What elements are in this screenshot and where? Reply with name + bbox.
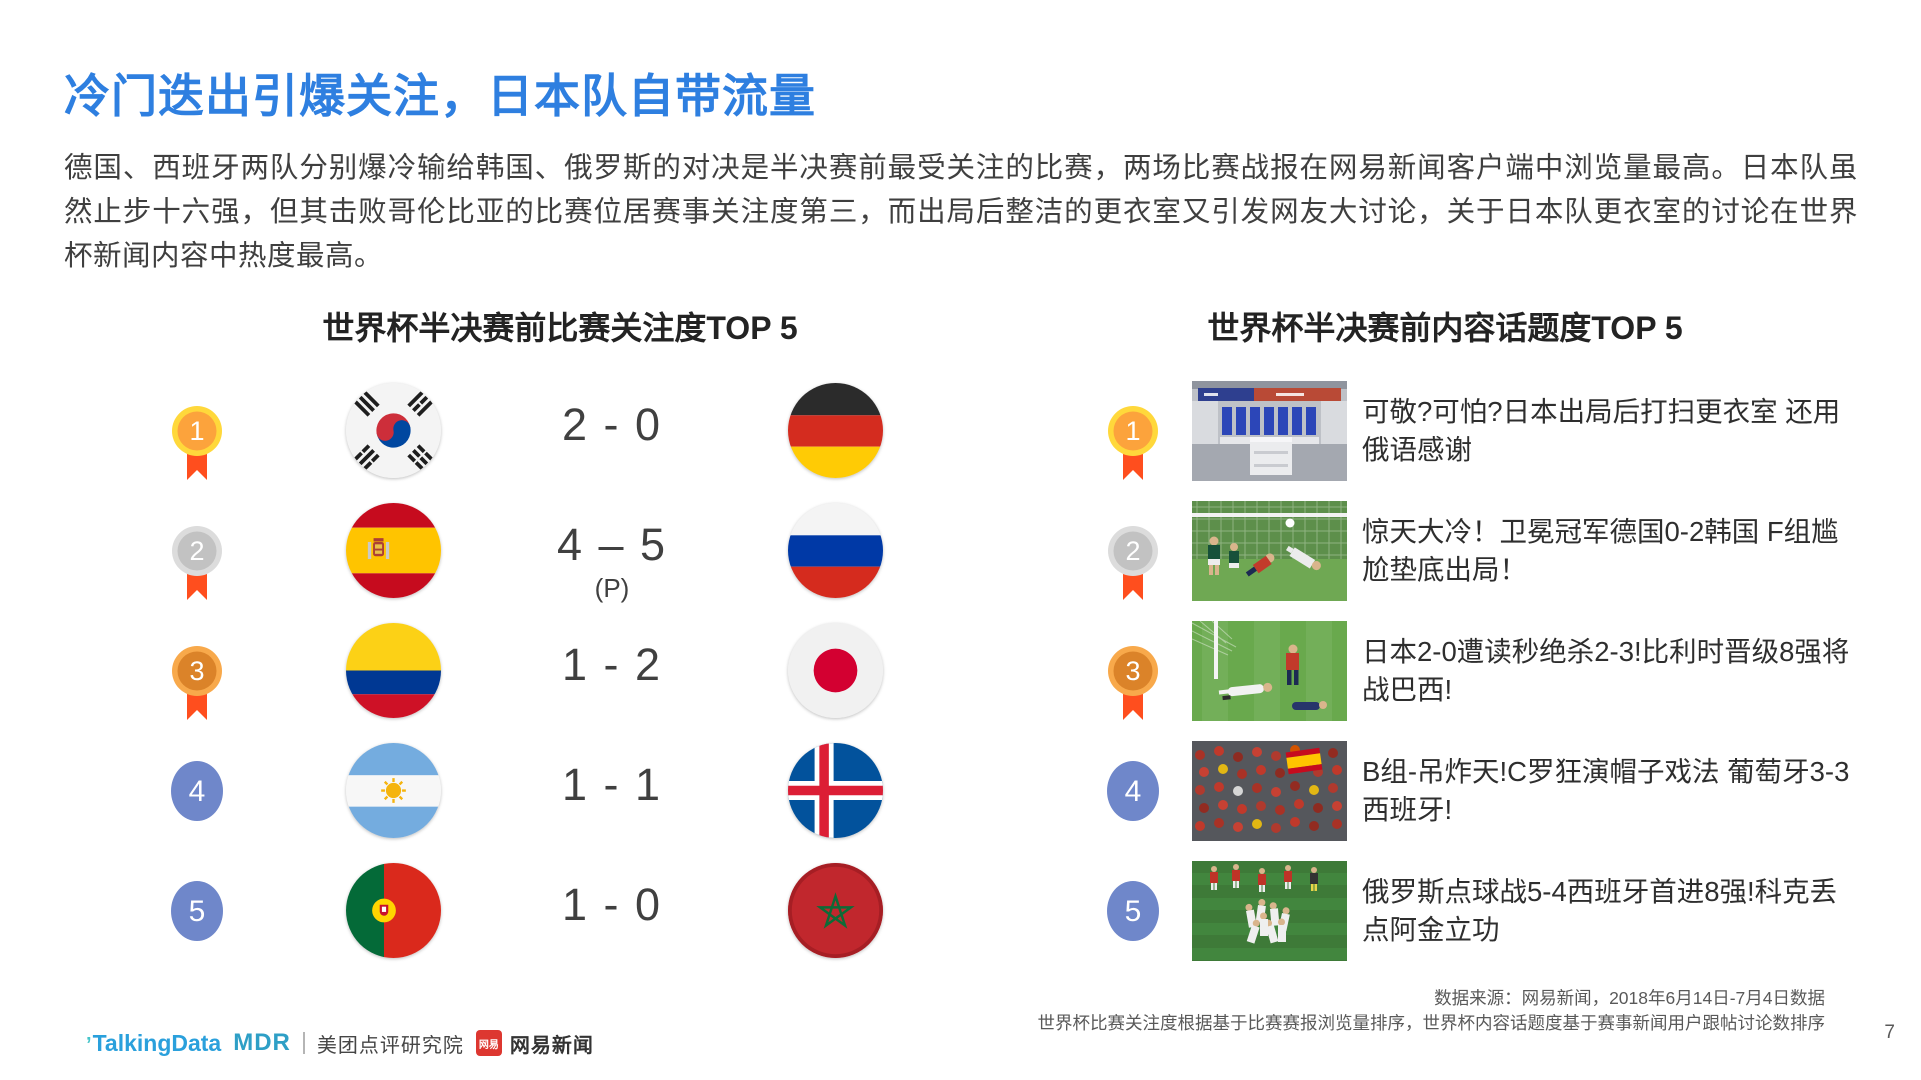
flag-spain-icon — [346, 503, 441, 598]
rank-4-badge-icon: 4 — [171, 761, 223, 821]
locker-room-thumbnail — [1192, 381, 1347, 481]
match-score: 1 - 2 — [512, 639, 712, 693]
source-line-1: 数据来源：网易新闻，2018年6月14日-7月4日数据 — [1434, 988, 1825, 1008]
score-text: 1 - 0 — [561, 879, 663, 930]
page-number: 7 — [1884, 1022, 1895, 1043]
rank-number: 5 — [1125, 895, 1142, 928]
match-score: 2 - 0 — [512, 399, 712, 453]
topic-ranking-list: 1 可敬?可怕?日本出局后打扫更衣室 还用俄语感谢 — [1100, 371, 1880, 971]
rank-number: 2 — [189, 536, 204, 566]
flag-germany-icon — [788, 383, 883, 478]
score-note: (P) — [594, 573, 630, 603]
match-row: 5 1 - 0 — [140, 851, 920, 971]
flag-japan-icon — [788, 623, 883, 718]
data-source-note: 数据来源：网易新闻，2018年6月14日-7月4日数据 世界杯比赛关注度根据基于… — [1038, 986, 1826, 1037]
bronze-medal-icon: 3 — [1108, 646, 1158, 720]
topic-row: 4 B组-吊炸天!C罗狂演帽子戏法 葡萄牙3-3西班牙! — [1100, 731, 1880, 851]
rank-number: 1 — [1125, 416, 1140, 446]
team-celebration-thumbnail — [1192, 861, 1347, 961]
rank-number: 2 — [1125, 536, 1140, 566]
source-line-2: 世界杯比赛关注度根据基于比赛赛报浏览量排序，世界杯内容话题度基于赛事新闻用户跟帖… — [1037, 1013, 1826, 1034]
flag-argentina-icon — [346, 743, 441, 838]
rank-number: 3 — [1125, 656, 1140, 686]
rank-5-badge-icon: 5 — [1107, 881, 1159, 941]
topic-row: 3 日本2-0遭读秒绝杀2-3!比利时晋级8强将战巴西! — [1100, 611, 1880, 731]
flag-south-korea-icon — [346, 383, 441, 478]
rank-number: 4 — [1125, 775, 1142, 808]
rank-number: 5 — [189, 895, 206, 928]
match-score: 4 – 5 (P) — [512, 519, 712, 604]
flag-iceland-icon — [788, 743, 883, 838]
article-headline: 日本2-0遭读秒绝杀2-3!比利时晋级8强将战巴西! — [1362, 636, 1850, 705]
meituan-dianping-logo: 美团点评研究院 — [316, 1034, 464, 1057]
rank-4-badge-icon: 4 — [1107, 761, 1159, 821]
gold-medal-icon: 1 — [172, 406, 222, 480]
talkingdata-logo: ’TalkingData — [86, 1030, 221, 1057]
article-headline: 可敬?可怕?日本出局后打扫更衣室 还用俄语感谢 — [1362, 396, 1841, 465]
goal-scene-thumbnail — [1192, 501, 1347, 601]
topic-row: 2 惊天大冷！卫冕冠军德国0-2韩国 — [1100, 491, 1880, 611]
flag-portugal-icon — [346, 863, 441, 958]
score-text: 1 - 1 — [561, 759, 663, 810]
netease-badge-icon: 网易 — [475, 1030, 502, 1056]
match-row: 1 2 - 0 — [140, 371, 920, 491]
match-ranking-list: 1 2 - 0 — [140, 371, 920, 971]
rank-5-badge-icon: 5 — [171, 881, 223, 941]
players-on-pitch-thumbnail — [1192, 621, 1347, 721]
flag-colombia-icon — [346, 623, 441, 718]
rank-number: 1 — [189, 416, 204, 446]
netease-news-logo: 网易新闻 — [509, 1034, 594, 1057]
score-text: 1 - 2 — [561, 639, 663, 690]
mdr-logo: MDR — [233, 1029, 291, 1056]
score-text: 4 – 5 — [556, 519, 668, 570]
gold-medal-icon: 1 — [1108, 406, 1158, 480]
flag-russia-icon — [788, 503, 883, 598]
talkingdata-tick-icon: ’ — [86, 1033, 92, 1056]
talkingdata-logo-text: TalkingData — [92, 1029, 222, 1056]
flag-morocco-icon — [788, 863, 883, 958]
match-row: 3 1 - 2 — [140, 611, 920, 731]
match-score: 1 - 1 — [512, 759, 712, 813]
topic-row: 5 — [1100, 851, 1880, 971]
topic-row: 1 可敬?可怕?日本出局后打扫更衣室 还用俄语感谢 — [1100, 371, 1880, 491]
fans-crowd-thumbnail — [1192, 741, 1347, 841]
score-text: 2 - 0 — [561, 399, 663, 450]
article-headline: 俄罗斯点球战5-4西班牙首进8强!科克丢点阿金立功 — [1362, 876, 1838, 945]
article-headline: B组-吊炸天!C罗狂演帽子戏法 葡萄牙3-3西班牙! — [1362, 756, 1850, 825]
topic-panel-title: 世界杯半决赛前内容话题度TOP 5 — [1207, 310, 1683, 346]
match-row: 2 4 – 5 (P) — [140, 491, 920, 611]
match-score: 1 - 0 — [512, 879, 712, 933]
page-title: 冷门迭出引爆关注，日本队自带流量 — [64, 70, 816, 122]
logo-divider — [302, 1032, 305, 1054]
match-row: 4 1 - 1 — [140, 731, 920, 851]
rank-number: 4 — [189, 775, 206, 808]
silver-medal-icon: 2 — [172, 526, 222, 600]
bronze-medal-icon: 3 — [172, 646, 222, 720]
article-headline: 惊天大冷！卫冕冠军德国0-2韩国 F组尴尬垫底出局！ — [1362, 516, 1839, 585]
intro-paragraph: 德国、西班牙两队分别爆冷输给韩国、俄罗斯的对决是半决赛前最受关注的比赛，两场比赛… — [64, 152, 1858, 273]
rank-number: 3 — [189, 656, 204, 686]
silver-medal-icon: 2 — [1108, 526, 1158, 600]
logo-bar: ’TalkingData MDR 美团点评研究院 网易 网易新闻 — [86, 1028, 594, 1058]
match-panel-title: 世界杯半决赛前比赛关注度TOP 5 — [322, 310, 798, 346]
